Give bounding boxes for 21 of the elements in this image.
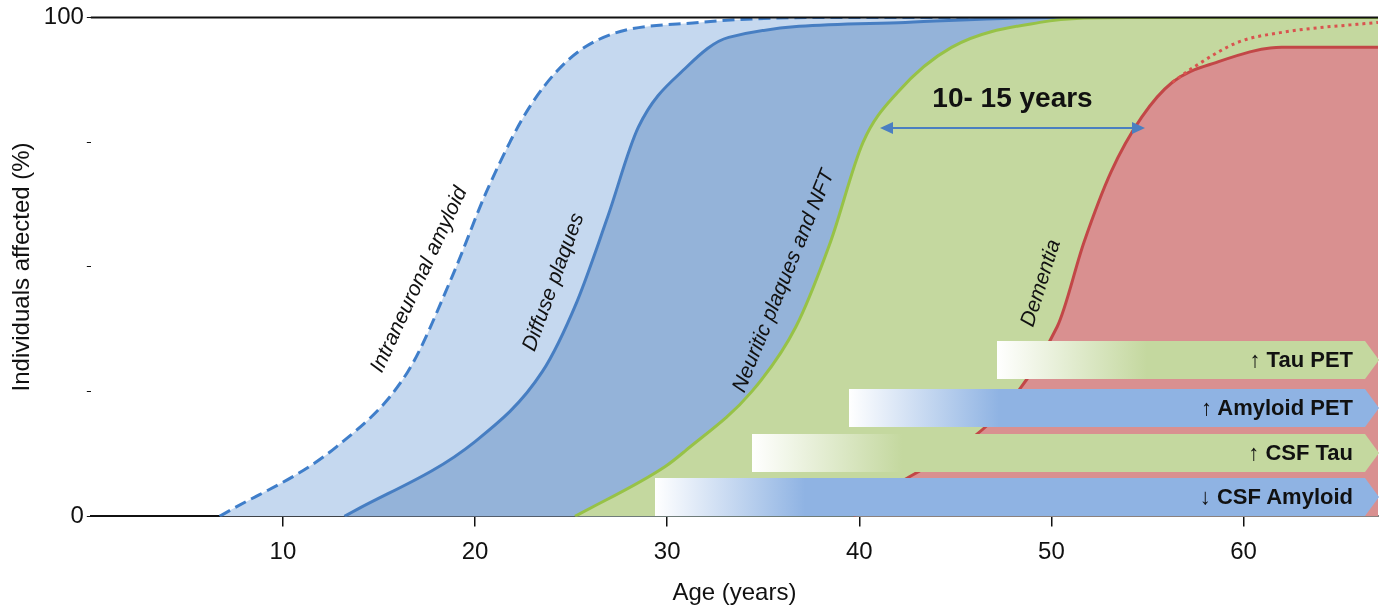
annotation: ↑ CSF Tau [1248,440,1353,466]
annotation: 10- 15 years [931,82,1094,114]
arrow-banner: ↓ CSF Amyloid [655,478,1379,516]
x-tick-label: 50 [1038,537,1065,565]
y-tick-label: 100 [43,2,84,30]
x-tick-label: 20 [461,537,489,565]
text: Diffuse plaques [516,209,588,354]
y-tick-label: 0 [70,501,84,529]
line-series [1170,20,1378,84]
annotation: ↑ Amyloid PET [1201,395,1353,421]
annotation: ↓ CSF Amyloid [1199,484,1353,510]
x-tick-label: 60 [1230,537,1257,565]
x-tick-label: 40 [845,537,873,565]
arrow-banner: ↑ Amyloid PET [849,389,1379,427]
arrow-banner: ↑ CSF Tau [752,434,1379,472]
arrow-banner: ↑ Tau PET [997,341,1379,379]
x-axis-title: Age (years) [672,578,797,606]
annotation: ↑ Tau PET [1249,347,1353,373]
x-tick-label: 30 [653,537,681,565]
x-tick-label: 10 [269,537,297,565]
y-axis-title: Individuals affected (%) [7,142,35,392]
